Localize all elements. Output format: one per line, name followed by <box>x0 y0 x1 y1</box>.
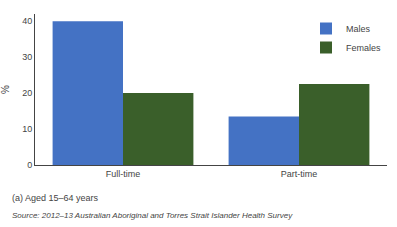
svg-text:40: 40 <box>22 16 32 26</box>
svg-text:10: 10 <box>22 124 32 134</box>
svg-text:%: % <box>0 85 11 94</box>
svg-text:Females: Females <box>346 43 381 53</box>
svg-text:Males: Males <box>346 24 371 34</box>
svg-text:Full-time: Full-time <box>106 169 141 179</box>
svg-text:30: 30 <box>22 52 32 62</box>
svg-text:20: 20 <box>22 88 32 98</box>
svg-text:Part-time: Part-time <box>281 169 318 179</box>
svg-text:(a) Aged 15–64 years: (a) Aged 15–64 years <box>12 193 99 203</box>
svg-text:0: 0 <box>27 160 32 170</box>
svg-text:Source: 2012–13 Australian Abo: Source: 2012–13 Australian Aboriginal an… <box>12 211 293 220</box>
